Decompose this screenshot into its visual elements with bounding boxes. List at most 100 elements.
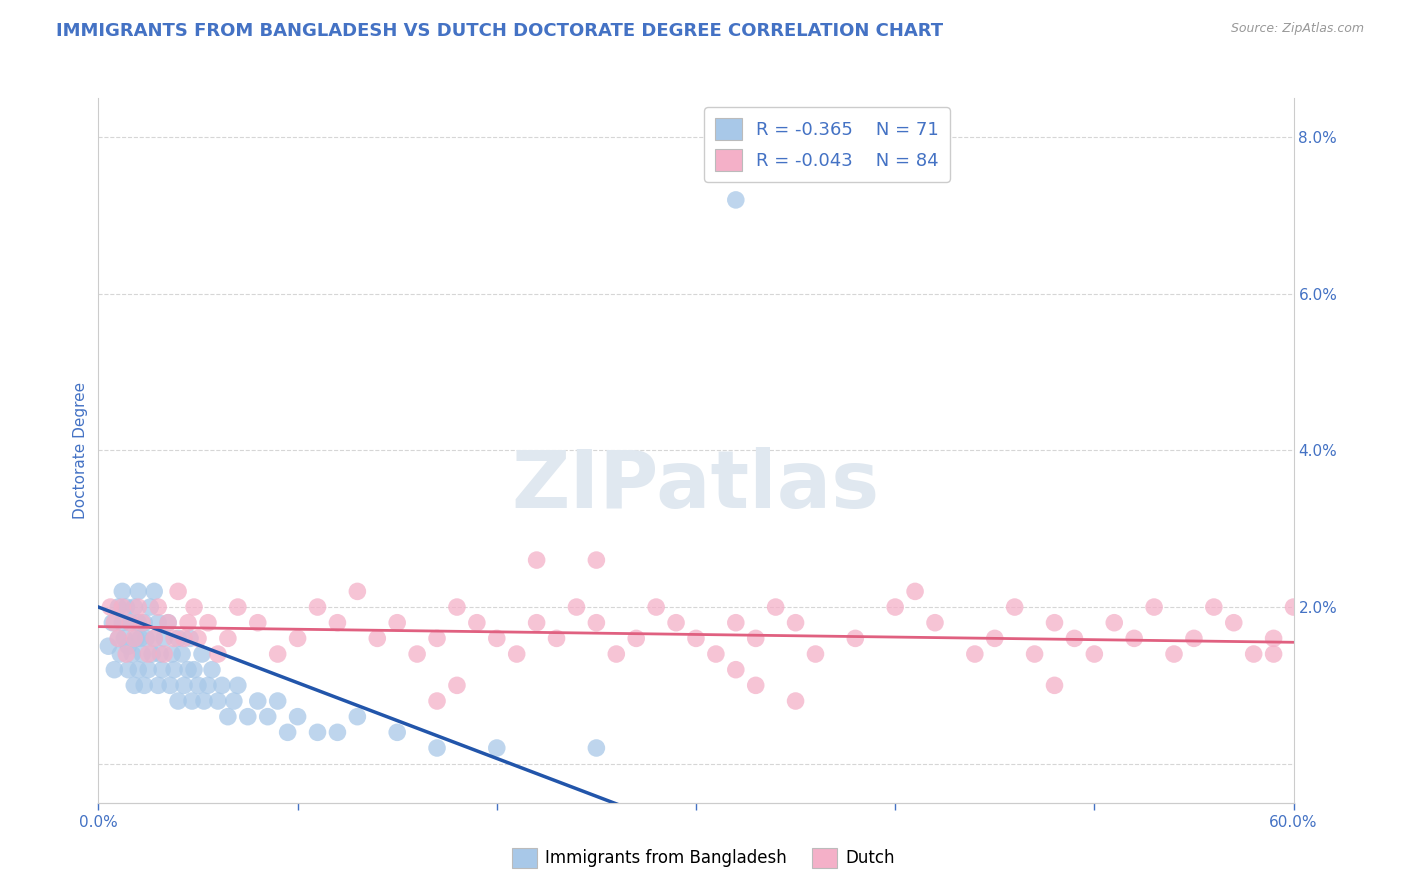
Point bbox=[157, 615, 180, 630]
Point bbox=[346, 584, 368, 599]
Point bbox=[426, 632, 449, 646]
Point bbox=[201, 663, 224, 677]
Text: Source: ZipAtlas.com: Source: ZipAtlas.com bbox=[1230, 22, 1364, 36]
Text: IMMIGRANTS FROM BANGLADESH VS DUTCH DOCTORATE DEGREE CORRELATION CHART: IMMIGRANTS FROM BANGLADESH VS DUTCH DOCT… bbox=[56, 22, 943, 40]
Point bbox=[1104, 615, 1126, 630]
Point bbox=[236, 709, 259, 723]
Point bbox=[143, 584, 166, 599]
Point bbox=[1263, 647, 1285, 661]
Point bbox=[665, 615, 688, 630]
Point bbox=[207, 647, 229, 661]
Point bbox=[143, 632, 166, 646]
Point bbox=[103, 615, 125, 630]
Point bbox=[884, 600, 907, 615]
Point bbox=[148, 600, 170, 615]
Point bbox=[267, 694, 290, 708]
Point bbox=[465, 615, 488, 630]
Point bbox=[1163, 647, 1185, 661]
Point bbox=[167, 694, 190, 708]
Point bbox=[226, 678, 249, 692]
Point bbox=[724, 615, 747, 630]
Point bbox=[124, 678, 146, 692]
Point bbox=[111, 615, 134, 630]
Point bbox=[704, 647, 727, 661]
Point bbox=[924, 615, 946, 630]
Point bbox=[526, 553, 548, 567]
Point bbox=[785, 694, 807, 708]
Point bbox=[187, 632, 209, 646]
Point bbox=[785, 615, 807, 630]
Point bbox=[143, 632, 166, 646]
Point bbox=[153, 632, 176, 646]
Point bbox=[173, 632, 195, 646]
Point bbox=[1223, 615, 1246, 630]
Point bbox=[97, 639, 120, 653]
Point bbox=[124, 600, 146, 615]
Text: ZIPatlas: ZIPatlas bbox=[512, 447, 880, 524]
Point bbox=[211, 678, 233, 692]
Point bbox=[172, 647, 194, 661]
Point bbox=[277, 725, 299, 739]
Point bbox=[1302, 615, 1324, 630]
Point bbox=[1083, 647, 1105, 661]
Point bbox=[446, 678, 468, 692]
Point bbox=[426, 741, 449, 756]
Point bbox=[111, 600, 134, 615]
Point bbox=[685, 632, 707, 646]
Point bbox=[112, 632, 135, 646]
Point bbox=[326, 615, 349, 630]
Point bbox=[745, 678, 768, 692]
Point bbox=[724, 663, 747, 677]
Point bbox=[366, 632, 388, 646]
Point bbox=[307, 725, 329, 739]
Point bbox=[107, 632, 129, 646]
Point bbox=[136, 663, 159, 677]
Point bbox=[585, 553, 607, 567]
Point bbox=[163, 632, 186, 646]
Point bbox=[115, 600, 138, 615]
Point bbox=[134, 678, 156, 692]
Point bbox=[346, 709, 368, 723]
Point bbox=[98, 600, 122, 615]
Point bbox=[287, 709, 309, 723]
Point bbox=[197, 678, 219, 692]
Point bbox=[115, 647, 138, 661]
Point bbox=[150, 663, 173, 677]
Point bbox=[1004, 600, 1026, 615]
Point bbox=[645, 600, 668, 615]
Point bbox=[426, 694, 449, 708]
Point bbox=[1202, 600, 1225, 615]
Legend: Immigrants from Bangladesh, Dutch: Immigrants from Bangladesh, Dutch bbox=[505, 841, 901, 875]
Point bbox=[217, 632, 239, 646]
Point bbox=[226, 600, 249, 615]
Point bbox=[173, 678, 195, 692]
Point bbox=[267, 647, 290, 661]
Point bbox=[131, 647, 153, 661]
Point bbox=[1263, 632, 1285, 646]
Point bbox=[585, 741, 607, 756]
Point bbox=[177, 615, 200, 630]
Point bbox=[246, 694, 269, 708]
Point bbox=[385, 725, 409, 739]
Point bbox=[446, 600, 468, 615]
Y-axis label: Doctorate Degree: Doctorate Degree bbox=[73, 382, 89, 519]
Point bbox=[485, 632, 508, 646]
Point bbox=[129, 632, 152, 646]
Point bbox=[148, 678, 170, 692]
Point bbox=[117, 663, 139, 677]
Point bbox=[120, 615, 142, 630]
Point bbox=[167, 584, 190, 599]
Point bbox=[1063, 632, 1085, 646]
Point bbox=[724, 193, 747, 207]
Point bbox=[148, 615, 170, 630]
Point bbox=[904, 584, 927, 599]
Point bbox=[157, 615, 180, 630]
Point bbox=[197, 615, 219, 630]
Point bbox=[984, 632, 1007, 646]
Point bbox=[177, 663, 200, 677]
Point bbox=[141, 647, 163, 661]
Point bbox=[181, 694, 204, 708]
Point bbox=[136, 647, 159, 661]
Point bbox=[167, 632, 190, 646]
Point bbox=[127, 600, 149, 615]
